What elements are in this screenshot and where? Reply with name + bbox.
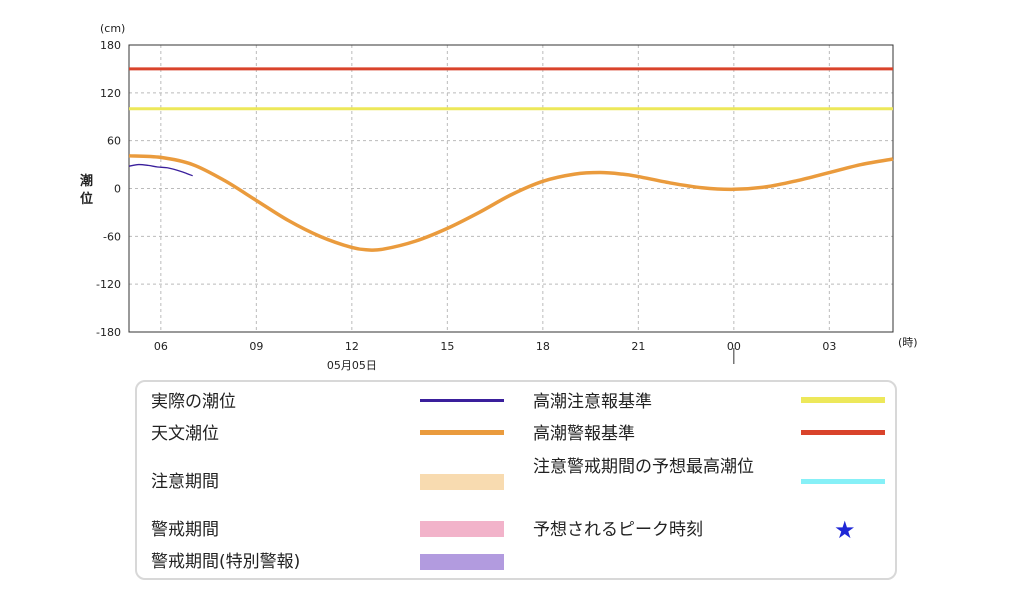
x-unit-label: (時) (898, 336, 918, 349)
legend-label-warning-level: 高潮警報基準 (533, 424, 635, 444)
legend-label-warning-period: 警戒期間 (151, 520, 219, 540)
legend-swatch-caution-period (420, 474, 504, 490)
x-tick-label: 06 (154, 340, 168, 353)
y-axis-label-line1: 潮 (80, 173, 93, 189)
legend-swatch-astronomical-tide (420, 430, 504, 435)
y-tick-label: 120 (100, 87, 121, 100)
legend-swatch-advisory-level (801, 397, 885, 403)
chart-series (128, 67, 894, 252)
legend-label-max-tide: 注意警戒期間の予想最高潮位 (533, 457, 754, 477)
legend-label-caution-period: 注意期間 (151, 472, 219, 492)
x-tick-label: 03 (822, 340, 836, 353)
x-tick-label: 09 (249, 340, 263, 353)
tide-chart: 180 120 60 0 -60 -120 -180 06 09 12 15 18 21 00 03 (cm… (80, 22, 918, 372)
x-tick-label: 15 (440, 340, 454, 353)
y-tick-label: 0 (114, 183, 121, 196)
plot-frame (128, 44, 894, 333)
y-axis-label-line2: 位 (80, 191, 93, 207)
series-line (128, 163, 193, 177)
legend-swatch-special-warning-period (420, 554, 504, 570)
x-tick-label: 12 (345, 340, 359, 353)
y-unit-label: (cm) (100, 22, 125, 35)
x-tick-label: 21 (631, 340, 645, 353)
legend-label-astronomical-tide: 天文潮位 (151, 424, 219, 444)
legend-label-advisory-level: 高潮注意報基準 (533, 392, 652, 412)
y-tick-label: 180 (100, 39, 121, 52)
chart-legend: 実際の潮位 天文潮位 注意期間 警戒期間 警戒期間(特別警報) 高潮注意報基準 … (135, 380, 897, 580)
x-tick-label: 18 (536, 340, 550, 353)
legend-swatch-actual-tide (420, 399, 504, 402)
legend-label-actual-tide: 実際の潮位 (151, 392, 236, 412)
legend-label-peak-time: 予想されるピーク時刻 (533, 520, 703, 540)
legend-swatch-warning-level (801, 430, 885, 435)
legend-swatch-warning-period (420, 521, 504, 537)
y-tick-label: 60 (107, 135, 121, 148)
y-tick-label: -180 (96, 326, 121, 339)
series-line (128, 154, 894, 252)
legend-label-special-warning-period: 警戒期間(特別警報) (151, 552, 301, 572)
peak-star-icon: ★ (834, 516, 856, 544)
date-label: 05月05日 (327, 359, 377, 372)
chart-grid (129, 45, 893, 332)
axis-ticks: 180 120 60 0 -60 -120 -180 06 09 12 15 18 21 00 03 (96, 39, 836, 353)
legend-swatch-max-tide (801, 479, 885, 484)
y-tick-label: -120 (96, 278, 121, 291)
y-tick-label: -60 (103, 230, 121, 243)
x-tick-label: 00 (727, 340, 741, 353)
